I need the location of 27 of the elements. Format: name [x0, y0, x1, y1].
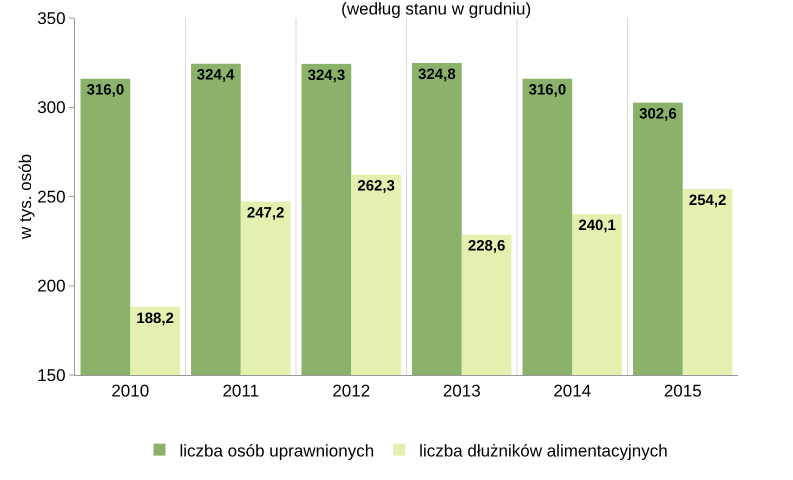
data-label: 302,6 — [639, 106, 677, 123]
data-label: 324,3 — [308, 66, 346, 84]
data-label: 262,3 — [357, 178, 395, 195]
data-label: 316,0 — [86, 82, 124, 99]
y-tick-label: 250 — [37, 187, 66, 206]
data-label: 316,0 — [528, 82, 566, 99]
x-tick-label: 2014 — [553, 381, 592, 400]
y-tick-label: 200 — [37, 276, 66, 296]
y-tick-label: 150 — [37, 366, 66, 385]
y-tick-label: 300 — [37, 98, 66, 118]
data-label: 324,4 — [196, 66, 235, 84]
x-tick-label: 2012 — [332, 381, 370, 400]
chart-title: (według stanu w grudniu) — [341, 0, 532, 18]
x-tick-label: 2015 — [664, 381, 702, 400]
x-tick-label: 2010 — [111, 381, 150, 400]
legend-label: liczba osób uprawnionych — [180, 441, 374, 460]
y-axis-title: w tys. osób — [16, 154, 35, 240]
data-label: 228,6 — [468, 238, 506, 255]
data-label: 324,8 — [418, 66, 456, 83]
data-label: 188,2 — [136, 310, 174, 327]
x-tick-label: 2013 — [442, 381, 481, 400]
data-label: 247,2 — [246, 204, 284, 222]
y-tick-label: 350 — [37, 8, 66, 28]
legend-label: liczba dłużników alimentacyjnych — [419, 441, 668, 460]
data-label: 240,1 — [578, 217, 616, 234]
data-label: 254,2 — [688, 192, 726, 209]
x-tick-label: 2011 — [222, 381, 260, 400]
